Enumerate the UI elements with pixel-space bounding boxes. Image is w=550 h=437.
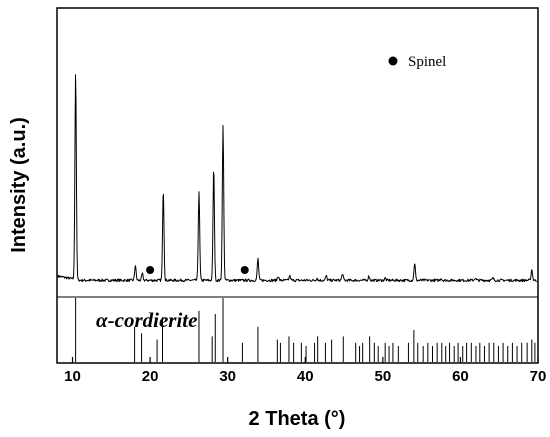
x-tick-label-40: 40 bbox=[297, 368, 314, 385]
legend-spinel-marker bbox=[388, 56, 398, 66]
reference-lines bbox=[75, 298, 536, 362]
legend-spinel-label: Spinel bbox=[408, 54, 446, 70]
x-axis-ticks: 10 20 30 40 50 60 70 bbox=[64, 357, 546, 385]
y-axis-title: Intensity (a.u.) bbox=[8, 117, 30, 253]
spinel-marker-1 bbox=[146, 266, 155, 274]
x-tick-label-50: 50 bbox=[374, 368, 391, 385]
xrd-pattern-line bbox=[57, 74, 538, 283]
plot-frame bbox=[56, 7, 539, 364]
x-axis-title: 2 Theta (°) bbox=[249, 408, 346, 430]
reference-label-suffix: -cordierite bbox=[108, 308, 198, 332]
legend: Spinel bbox=[388, 54, 446, 70]
x-tick-label-20: 20 bbox=[142, 368, 159, 385]
x-tick-label-70: 70 bbox=[530, 368, 547, 385]
x-tick-label-10: 10 bbox=[64, 368, 81, 385]
x-tick-label-60: 60 bbox=[452, 368, 469, 385]
spinel-markers bbox=[146, 266, 249, 274]
reference-label: α-cordierite bbox=[96, 308, 197, 332]
x-tick-label-30: 30 bbox=[219, 368, 236, 385]
reference-label-prefix: α bbox=[96, 308, 108, 332]
spinel-marker-2 bbox=[240, 266, 249, 274]
